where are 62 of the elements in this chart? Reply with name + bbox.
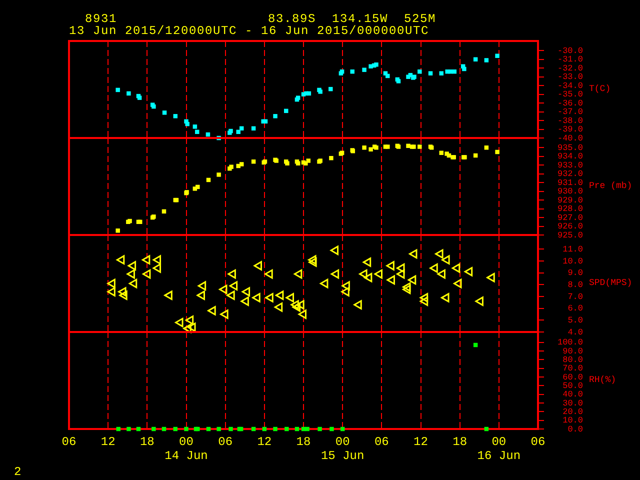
x-tick-label: 06	[374, 435, 389, 450]
y-tick-label: 30.0	[562, 398, 583, 408]
y-tick-label: 925.0	[557, 230, 583, 240]
x-tick-label: 12	[414, 435, 428, 450]
y-tick-label: -34.0	[557, 80, 583, 91]
x-tick-label: 18	[296, 435, 311, 450]
y-tick-label: -33.0	[557, 72, 583, 82]
y-tick-label: -32.0	[557, 63, 583, 74]
chart-subtitle: 13 Jun 2015/120000UTC - 16 Jun 2015/000000UTC	[69, 24, 430, 38]
y-tick-label: 8.0	[568, 280, 583, 290]
y-tick-label: -39.0	[557, 124, 583, 135]
x-tick-label: 12	[257, 435, 272, 450]
y-tick-label: 11.0	[562, 244, 583, 254]
x-tick-label: 18	[140, 435, 154, 450]
y-tick-label: 60.0	[562, 372, 583, 382]
y-tick-label: 928.0	[557, 204, 583, 214]
x-tick-label: 00 14 Jun	[164, 435, 208, 463]
y-tick-label: 4.0	[568, 327, 583, 338]
y-tick-label: 932.0	[557, 169, 583, 180]
y-tick-label: 927.0	[557, 212, 583, 223]
x-tick-label: 18	[452, 435, 468, 450]
y-tick-label: -40.0	[557, 133, 583, 144]
y-tick-label: 5.0	[568, 315, 583, 326]
y-tick-label: 80.0	[562, 354, 583, 365]
y-tick-label: 100.0	[557, 338, 583, 348]
y-tick-label: 931.0	[557, 178, 583, 188]
y-tick-label: 40.0	[562, 390, 583, 400]
x-tick-label: 06	[218, 435, 233, 450]
y-tick-label: -31.0	[557, 54, 583, 65]
y-tick-label: 929.0	[557, 195, 583, 206]
y-tick-label: 935.0	[557, 142, 583, 153]
y-tick-label: -36.0	[557, 98, 583, 108]
y-tick-label: 7.0	[568, 292, 583, 302]
x-tick-label: 00 15 Jun	[320, 435, 364, 463]
y-tick-label: 0.0	[568, 424, 583, 434]
y-tick-label: 933.0	[557, 160, 583, 170]
y-tick-label: 934.0	[557, 152, 583, 162]
x-tick-label: 00 16 Jun	[477, 435, 521, 463]
y-tick-label: 10.0	[562, 416, 583, 426]
x-tick-label: 06	[62, 435, 76, 450]
text: 83.89S 134.15W 525M	[268, 12, 436, 26]
y-tick-label: 20.0	[562, 406, 583, 417]
chart-title: 8931	[85, 12, 118, 26]
y-axis-title: SPD(MPS)	[589, 278, 632, 288]
y-axis-title: RH(%)	[589, 375, 616, 385]
x-tick-label: 06	[530, 435, 546, 450]
y-tick-label: 9.0	[568, 268, 583, 278]
y-tick-label: -30.0	[557, 46, 583, 56]
y-tick-label: 926.0	[557, 222, 583, 232]
y-tick-label: 6.0	[568, 304, 583, 314]
y-tick-label: 90.0	[562, 346, 583, 356]
x-tick-label: 12	[100, 435, 116, 450]
y-tick-label: 930.0	[557, 186, 583, 197]
y-tick-label: 10.0	[562, 256, 583, 266]
y-axis-title: Pre (mb)	[589, 181, 632, 191]
y-tick-label: -38.0	[557, 116, 583, 126]
y-tick-label: -37.0	[557, 107, 583, 118]
y-tick-label: -35.0	[557, 90, 583, 100]
y-tick-label: 50.0	[562, 380, 583, 391]
y-axis-title: T(C)	[589, 84, 611, 94]
text: 2	[14, 465, 22, 479]
y-tick-label: 70.0	[562, 364, 583, 374]
